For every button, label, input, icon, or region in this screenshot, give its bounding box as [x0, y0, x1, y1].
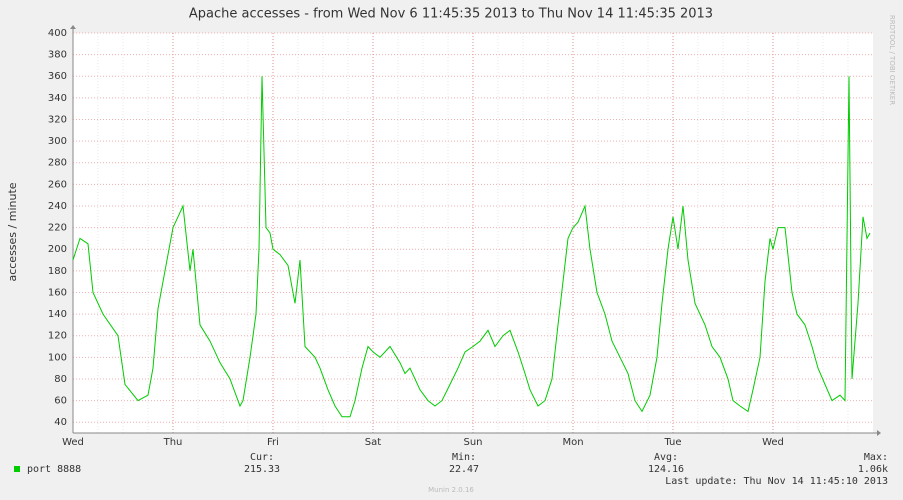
x-tick-label: Mon: [562, 437, 583, 448]
y-tick-label: 400: [48, 28, 67, 39]
stat-label: Cur:: [250, 452, 274, 463]
stat-value: 124.16: [648, 464, 684, 475]
y-tick-label: 240: [48, 201, 67, 212]
y-tick-label: 140: [48, 309, 67, 320]
stat-label: Max:: [864, 452, 888, 463]
stat-value: 215.33: [244, 464, 280, 475]
y-tick-label: 300: [48, 136, 67, 147]
y-axis-arrow: [70, 25, 76, 29]
series-line: [72, 76, 871, 418]
x-tick-label: Wed: [762, 437, 784, 448]
y-tick-label: 380: [48, 50, 67, 61]
footer: Munin 2.0.16: [428, 486, 474, 494]
y-tick-label: 120: [48, 331, 67, 342]
y-axis-label: accesses / minute: [6, 182, 19, 281]
y-tick-label: 100: [48, 352, 67, 363]
y-tick-label: 40: [54, 417, 67, 428]
chart-title: Apache accesses - from Wed Nov 6 11:45:3…: [189, 7, 713, 22]
y-tick-label: 200: [48, 244, 67, 255]
y-tick-label: 360: [48, 71, 67, 82]
x-tick-label: Tue: [663, 437, 681, 448]
stat-label: Avg:: [654, 452, 678, 463]
y-tick-label: 340: [48, 93, 67, 104]
x-tick-label: Thu: [163, 437, 183, 448]
stat-value: 22.47: [449, 464, 479, 475]
x-tick-label: Sun: [463, 437, 482, 448]
last-update: Last update: Thu Nov 14 11:45:10 2013: [665, 476, 888, 487]
y-tick-label: 180: [48, 266, 67, 277]
x-tick-label: Fri: [267, 437, 279, 448]
x-tick-label: Sat: [365, 437, 381, 448]
x-tick-label: Wed: [62, 437, 84, 448]
y-tick-label: 280: [48, 158, 67, 169]
y-tick-label: 60: [54, 396, 67, 407]
y-tick-label: 320: [48, 114, 67, 125]
side-label: RRDTOOL / TOBI OETIKER: [888, 15, 896, 105]
y-tick-label: 260: [48, 179, 67, 190]
y-tick-label: 80: [54, 374, 67, 385]
x-axis-arrow: [877, 430, 881, 436]
legend-label: port 8888: [27, 464, 81, 475]
legend-swatch: [14, 466, 20, 472]
y-tick-label: 220: [48, 223, 67, 234]
stat-label: Min:: [452, 452, 476, 463]
stat-value: 1.06k: [858, 464, 888, 475]
y-tick-label: 160: [48, 287, 67, 298]
